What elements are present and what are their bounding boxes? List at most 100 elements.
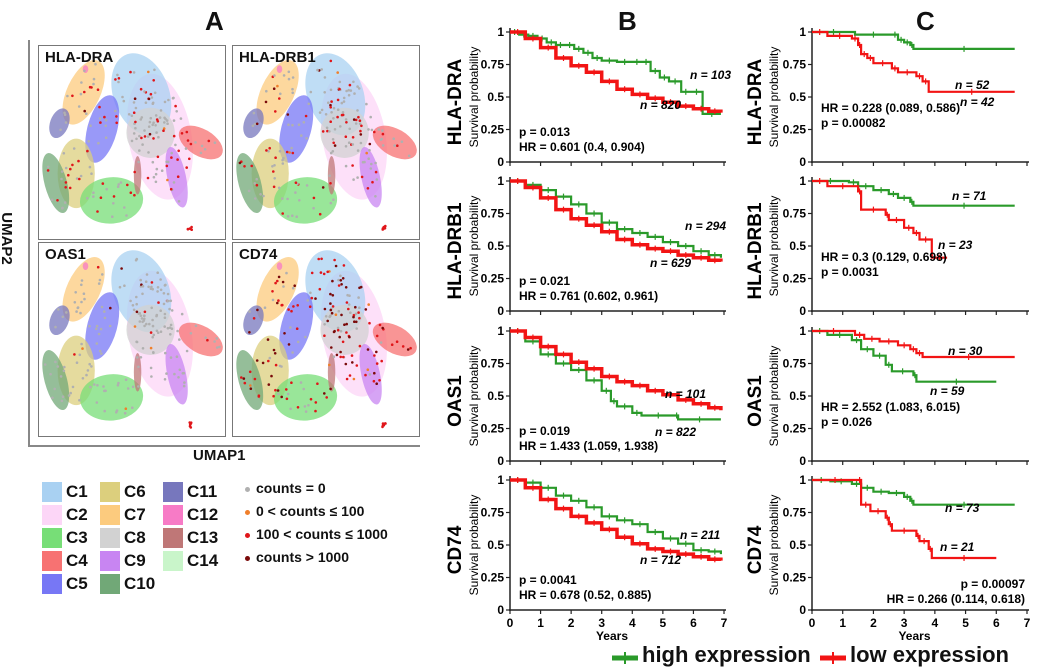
stats-label: HR = 0.228 (0.089, 0.586) — [821, 101, 960, 115]
y-tick-label: 0.25 — [783, 272, 807, 286]
gene-row-label: OAS1 — [445, 375, 466, 427]
stats-label: HR = 0.601 (0.4, 0.904) — [519, 140, 645, 154]
y-tick-label: 0.75 — [481, 58, 505, 72]
cluster-ellipse-c13 — [133, 353, 142, 392]
cluster-ellipse-c4 — [178, 125, 223, 160]
stats-label: p = 0.021 — [519, 274, 570, 288]
stats-label: p = 0.026 — [821, 415, 872, 429]
stats-label: p = 0.00097 — [961, 577, 1026, 591]
x-tick-label: 1 — [839, 616, 846, 630]
n-count-label: n = 294 — [685, 219, 726, 233]
cluster-ellipse-c12 — [82, 65, 89, 74]
cluster-ellipse-c7 — [256, 60, 299, 125]
cluster-label: C3 — [66, 528, 88, 547]
cluster-swatch-c6 — [100, 482, 120, 502]
y-tick-label: 0.25 — [481, 123, 505, 137]
cluster-ellipse-c10 — [42, 153, 70, 213]
cluster-swatch-c14 — [163, 551, 183, 571]
km-curve-low — [510, 478, 723, 562]
x-tick-label: 7 — [721, 616, 728, 630]
cluster-ellipse-c8 — [126, 304, 175, 355]
stats-label: HR = 0.678 (0.52, 0.885) — [519, 588, 651, 602]
stats-label: HR = 0.3 (0.129, 0.698) — [821, 250, 947, 264]
umap-plot-hla-drb1: HLA-DRB1 — [232, 45, 420, 240]
high-expression-label: high expression — [642, 642, 811, 667]
gene-row-label: HLA-DRA — [745, 58, 766, 145]
x-axis-label: Years — [898, 629, 930, 643]
y-axis-label: Survival probability — [767, 47, 781, 148]
x-tick-label: 7 — [1024, 616, 1031, 630]
n-count-label: n = 211 — [680, 528, 720, 542]
x-tick-label: 2 — [870, 616, 877, 630]
cluster-ellipse-c12 — [276, 65, 283, 74]
gene-row-label: OAS1 — [745, 375, 766, 427]
y-tick-label: 0 — [497, 603, 504, 617]
x-tick-label: 3 — [901, 616, 908, 630]
n-count-label: n = 59 — [930, 384, 965, 398]
y-tick-label: 0.5 — [789, 389, 806, 403]
n-count-label: n = 71 — [952, 189, 987, 203]
cluster-ellipse-c13 — [133, 156, 142, 195]
x-tick-label: 2 — [568, 616, 575, 630]
umap-gene-label: CD74 — [239, 246, 278, 263]
y-tick-label: 0.5 — [789, 538, 806, 552]
high-expression-marker-icon — [612, 652, 638, 664]
km-curve-high — [510, 478, 722, 555]
umap-plot-cd74: CD74 — [232, 242, 420, 437]
cluster-swatch-c7 — [100, 505, 120, 525]
y-tick-label: 1 — [799, 25, 806, 39]
stats-label: p = 0.00082 — [821, 116, 886, 130]
stats-label: p = 0.013 — [519, 125, 570, 139]
cluster-label: C5 — [66, 574, 88, 593]
panel-letter-b: B — [618, 6, 637, 36]
y-tick-label: 0.75 — [481, 506, 505, 520]
x-tick-label: 6 — [690, 616, 697, 630]
km-curve-low — [812, 329, 1015, 359]
y-axis-label: Survival probability — [467, 196, 481, 297]
cluster-swatch-c12 — [163, 505, 183, 525]
x-tick-label: 0 — [809, 616, 816, 630]
x-tick-label: 0 — [507, 616, 514, 630]
counts-dot-icon — [245, 510, 250, 515]
cluster-swatch-c4 — [42, 551, 62, 571]
cluster-ellipse-c8 — [126, 107, 175, 158]
cluster-ellipse-c8 — [320, 304, 369, 355]
x-axis-label: Years — [596, 629, 628, 643]
gene-row-label: CD74 — [745, 525, 766, 574]
y-tick-label: 0.75 — [481, 207, 505, 221]
cluster-swatch-c1 — [42, 482, 62, 502]
panel-letter-a: A — [205, 6, 224, 36]
y-tick-label: 0.25 — [783, 422, 807, 436]
km-curve-low — [510, 30, 723, 114]
n-count-label: n = 712 — [640, 553, 681, 567]
km-curve-low — [510, 329, 723, 411]
y-axis-label: Survival probability — [767, 346, 781, 447]
umap-gene-label: OAS1 — [45, 246, 86, 263]
stats-label: p = 0.019 — [519, 424, 570, 438]
km-curve-high — [812, 478, 1015, 506]
gene-row-label: HLA-DRB1 — [745, 202, 766, 300]
y-tick-label: 1 — [497, 174, 504, 188]
cluster-ellipse-c5 — [279, 95, 314, 163]
cluster-ellipse-c12 — [276, 262, 283, 271]
cluster-label: C8 — [124, 528, 146, 547]
km-curve-high — [510, 329, 721, 421]
panel-letter-c: C — [916, 6, 935, 36]
y-tick-label: 0.5 — [487, 389, 504, 403]
counts-label: counts = 0 — [256, 480, 326, 496]
y-tick-label: 1 — [497, 25, 504, 39]
y-tick-label: 0 — [799, 155, 806, 169]
y-axis-label: Survival probability — [467, 346, 481, 447]
cluster-label: C2 — [66, 505, 88, 524]
cluster-ellipse-c10 — [236, 350, 264, 410]
y-tick-label: 1 — [497, 324, 504, 338]
y-tick-label: 0 — [799, 603, 806, 617]
y-axis-label: Survival probability — [767, 495, 781, 596]
cluster-ellipse-c9 — [165, 146, 188, 208]
gene-row-label: HLA-DRB1 — [445, 202, 466, 300]
y-tick-label: 0.75 — [783, 357, 807, 371]
cluster-ellipse-c4 — [372, 322, 417, 357]
cluster-label: C13 — [187, 528, 219, 547]
cluster-label: C9 — [124, 551, 146, 570]
gene-row-label: CD74 — [445, 525, 466, 574]
